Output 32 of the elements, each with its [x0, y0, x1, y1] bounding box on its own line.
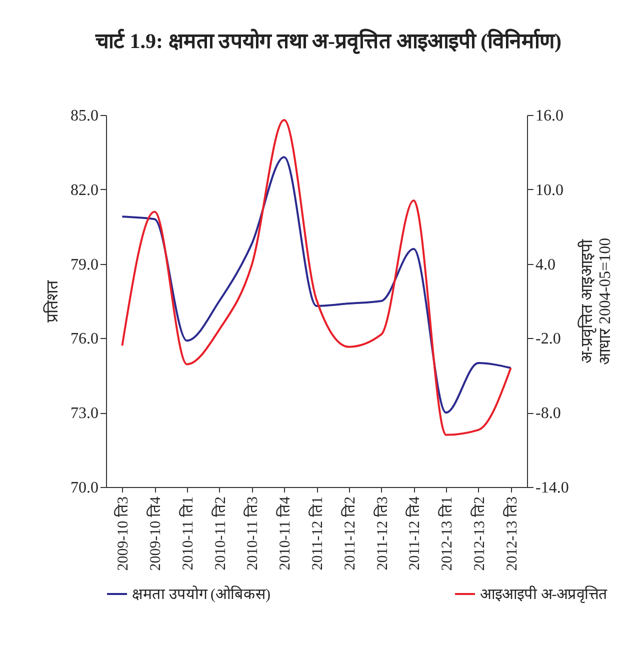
line-series	[121, 156, 512, 414]
y2-tick-label: 16.0	[536, 108, 564, 124]
x-tick-label: 2010-11 ति2	[210, 496, 229, 570]
x-tick-label: 2012-13 ति3	[502, 496, 520, 571]
y2-tick-label: -14.0	[536, 480, 569, 496]
line-series	[121, 118, 512, 436]
chart-title: चार्ट 1.9: क्षमता उपयोग तथा अ-प्रवृत्तित आइआइपी (विनिर्माण)	[94, 28, 562, 55]
x-tick-label: 2010-11 ति1	[178, 496, 196, 570]
x-tick-label: 2011-12 ति1	[308, 496, 326, 570]
y2-tick-label: -2.0	[536, 330, 561, 348]
y-tick-label: 85.0	[70, 108, 98, 124]
y2-axis-title: अ-प्रवृत्तित आइआइपी आधार 2004-05=100	[576, 238, 614, 366]
x-tick-label: 2010-11 ति4	[276, 496, 294, 570]
y-tick-label: 79.0	[70, 256, 98, 274]
y-axis-title: प्रतिशत	[42, 280, 62, 322]
legend-label: आइआइपी अ-अप्रवृत्तित	[480, 585, 608, 604]
x-tick-label: 2012-13 ति1	[438, 496, 456, 571]
y-tick-label: 73.0	[70, 405, 98, 422]
y2-tick-label: -8.0	[536, 405, 561, 422]
x-tick-label: 2011-12 ति2	[340, 496, 358, 570]
x-tick-label: 2009-10 ति4	[146, 496, 164, 571]
legend-label: क्षमता उपयोग (ओबिकस)	[132, 585, 270, 603]
y2-tick-label: 10.0	[536, 182, 564, 199]
y-tick-label: 70.0	[70, 480, 98, 496]
x-tick-label: 2010-11 ति3	[243, 496, 262, 570]
y-tick-label: 76.0	[70, 330, 98, 348]
y2-tick-label: 4.0	[536, 256, 556, 274]
x-tick-label: 2011-12 ति3	[372, 496, 391, 570]
y-tick-label: 82.0	[70, 182, 98, 199]
x-tick-label: 2012-13 ति2	[470, 496, 488, 571]
x-tick-label: 2009-10 ति3	[114, 496, 132, 571]
x-tick-label: 2011-12 ति4	[405, 496, 424, 570]
